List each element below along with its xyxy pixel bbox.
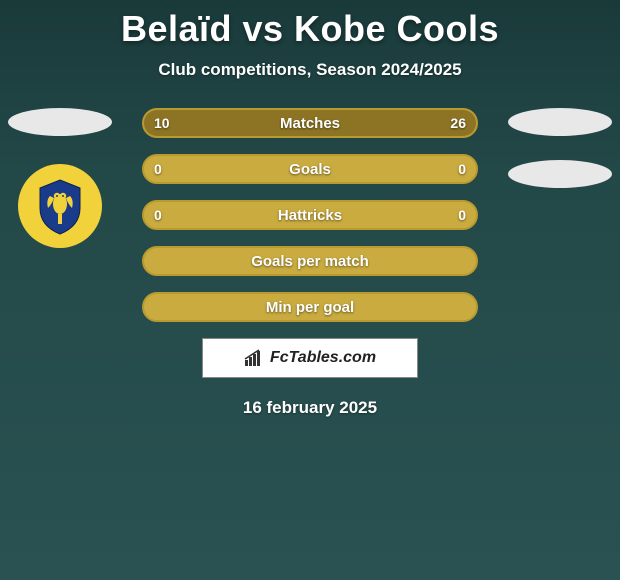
stat-label: Hattricks — [278, 207, 342, 224]
stat-row: 0 Hattricks 0 — [142, 200, 478, 230]
page-title: Belaïd vs Kobe Cools — [0, 0, 620, 50]
stat-value-right: 0 — [458, 161, 466, 177]
comparison-container: 10 Matches 26 0 Goals 0 0 Hattricks 0 Goals per m… — [0, 108, 620, 418]
stat-rows: 10 Matches 26 0 Goals 0 0 Hattricks 0 Goals per m… — [142, 108, 478, 322]
stat-value-right: 26 — [450, 115, 466, 131]
bar-chart-icon — [244, 349, 266, 367]
player-right-placeholder-1 — [508, 108, 612, 136]
stat-value-left: 10 — [154, 115, 170, 131]
eagle-crest-icon — [28, 174, 92, 238]
stat-value-left: 0 — [154, 207, 162, 223]
stat-label: Goals — [289, 161, 331, 178]
subtitle: Club competitions, Season 2024/2025 — [0, 60, 620, 80]
club-badge-left — [18, 164, 102, 248]
brand-label: FcTables.com — [270, 349, 376, 367]
player-left-placeholder-1 — [8, 108, 112, 136]
stat-label: Min per goal — [266, 299, 354, 316]
stat-fill-right — [237, 110, 476, 136]
date-label: 16 february 2025 — [0, 398, 620, 418]
stat-row: 10 Matches 26 — [142, 108, 478, 138]
player-right-placeholder-2 — [508, 160, 612, 188]
stat-row: Goals per match — [142, 246, 478, 276]
stat-value-left: 0 — [154, 161, 162, 177]
brand-box[interactable]: FcTables.com — [202, 338, 418, 378]
stat-value-right: 0 — [458, 207, 466, 223]
stat-label: Matches — [280, 115, 340, 132]
stat-row: 0 Goals 0 — [142, 154, 478, 184]
stat-label: Goals per match — [251, 253, 369, 270]
stat-row: Min per goal — [142, 292, 478, 322]
